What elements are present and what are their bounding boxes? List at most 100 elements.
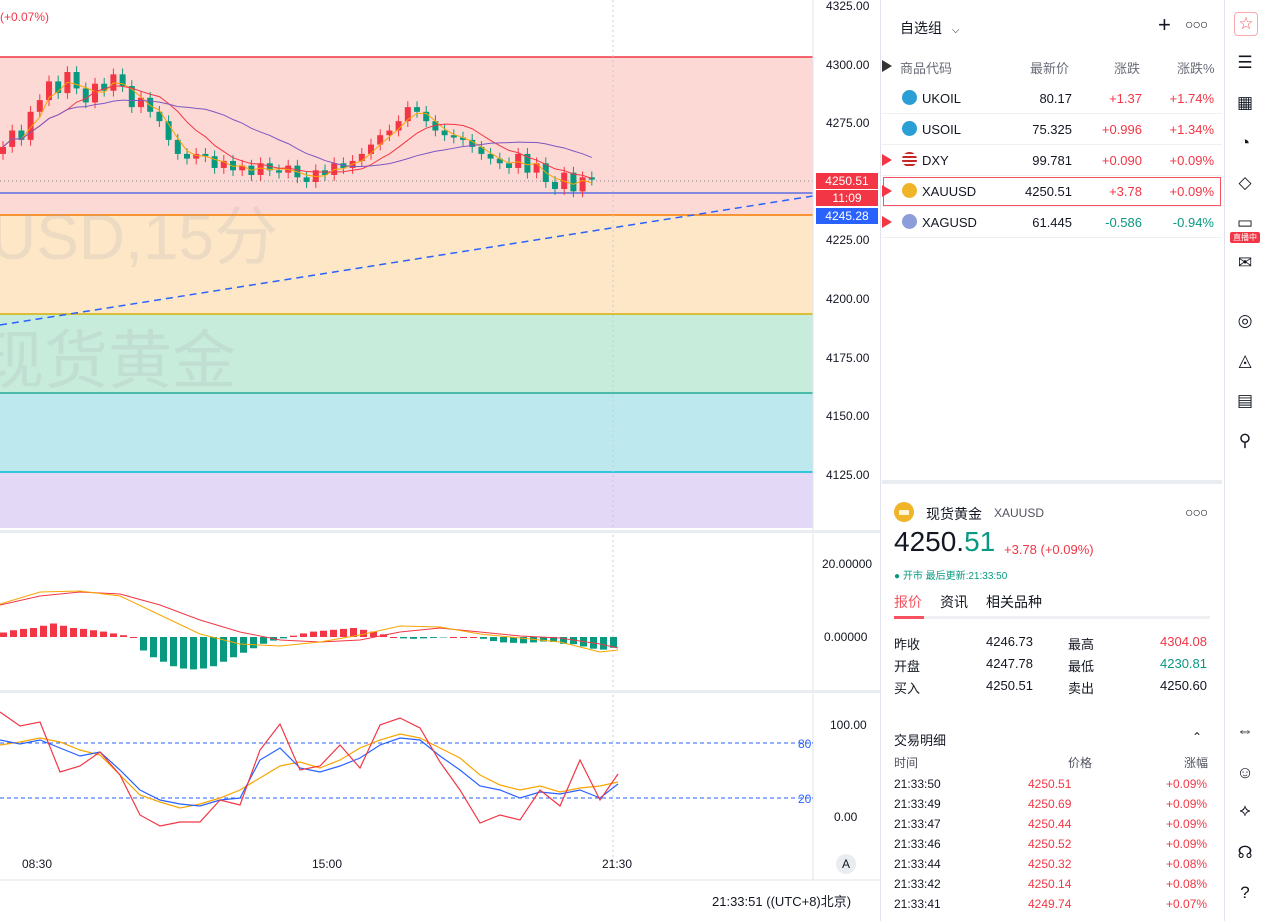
notes-icon[interactable]: ☰: [1237, 53, 1253, 72]
macd-histogram-bar: [390, 637, 397, 638]
trade-time: 21:33:50: [894, 777, 941, 791]
watchlist-panel: 自选组 ⌵ + ○○○ 商品代码 最新价 涨跌 涨跌% UKOIL 80.17 +1…: [882, 0, 1222, 480]
panel-splitter[interactable]: [882, 480, 1222, 484]
symbol-name[interactable]: 现货黄金: [926, 506, 982, 522]
auto-scale-button[interactable]: A: [836, 854, 856, 874]
stream-icon[interactable]: ▭: [1236, 213, 1254, 232]
timezone-button[interactable]: ((UTC+8)北京): [766, 894, 852, 909]
macd-histogram-bar: [520, 637, 527, 644]
stat-label: 昨收: [894, 637, 921, 652]
stoch-axis-label: 100.00: [830, 718, 867, 732]
candle: [487, 153, 494, 159]
candle: [469, 139, 476, 147]
tab-news[interactable]: 资讯: [940, 594, 968, 610]
macd-histogram-bar: [200, 637, 207, 669]
dom-icon[interactable]: ⇔: [1236, 721, 1254, 740]
support-icon[interactable]: ☺: [1236, 763, 1254, 782]
macd-histogram-bar: [610, 637, 617, 648]
right-toolbar: ☆ ☰ ▦ ◔ ◇ ▭ ✉ ◎ ◬ ▤ ⚲ ⇔ ☺ ⟡ ☊? 直播中: [1224, 0, 1264, 921]
flag-icon[interactable]: [882, 154, 892, 166]
candle: [303, 177, 310, 182]
candle: [239, 165, 246, 171]
macd-histogram-bar: [480, 637, 487, 639]
macd-histogram-bar: [330, 629, 337, 637]
watchlist-last: 61.445: [1032, 215, 1072, 230]
calendar-icon[interactable]: ▦: [1236, 93, 1254, 112]
watchlist-row[interactable]: XAUUSD 4250.51 +3.78 +0.09%: [882, 176, 1222, 207]
macd-histogram-bar: [350, 628, 357, 637]
watchlist-change: -0.586: [1105, 215, 1142, 230]
candle: [73, 72, 80, 89]
target-icon[interactable]: ◎: [1237, 311, 1253, 330]
gold-icon: [902, 183, 917, 198]
tab-quote[interactable]: 报价: [894, 594, 922, 610]
watchlist-title[interactable]: 自选组 ⌵: [900, 18, 959, 38]
price-axis-label: 4150.00: [826, 409, 870, 423]
candle: [515, 153, 522, 168]
education-icon[interactable]: ◬: [1238, 351, 1252, 370]
chat-icon[interactable]: ✉: [1237, 253, 1253, 272]
help-icon[interactable]: ?: [1240, 883, 1250, 902]
flag-icon[interactable]: [882, 60, 892, 72]
trade-price: 4250.52: [1028, 837, 1072, 851]
candle: [202, 153, 209, 157]
clock-display: 21:33:51 ((UTC+8)北京): [712, 891, 851, 910]
chart-canvas[interactable]: [0, 0, 880, 921]
alerts-icon[interactable]: ◔: [1239, 133, 1251, 152]
macd-histogram-bar: [370, 631, 377, 637]
column-change[interactable]: 涨跌: [1114, 61, 1141, 76]
column-change-pct[interactable]: 涨跌%: [1177, 61, 1215, 76]
stoch-level-80: 80: [798, 737, 812, 751]
column-symbol[interactable]: 商品代码: [900, 61, 953, 76]
macd-histogram-bar: [230, 637, 237, 658]
macd-histogram-bar: [50, 623, 57, 637]
candle: [358, 153, 365, 161]
macd-histogram-bar: [180, 637, 187, 669]
candle: [450, 135, 457, 138]
line-price-tag: 4245.28: [816, 208, 878, 224]
candle: [322, 170, 328, 175]
trade-time: 21:33:49: [894, 797, 941, 811]
macd-histogram-bar: [90, 630, 97, 637]
macd-histogram-bar: [570, 637, 577, 645]
flag-icon[interactable]: [882, 216, 892, 228]
macd-histogram-bar: [210, 637, 217, 667]
watchlist-row[interactable]: DXY 99.781 +0.090 +0.09%: [882, 145, 1222, 176]
handshake-icon[interactable]: ⟡: [1239, 801, 1251, 820]
panel-divider[interactable]: [880, 0, 881, 921]
chevron-up-icon[interactable]: ⌃: [1192, 730, 1203, 744]
watchlist-row[interactable]: XAGUSD 61.445 -0.586 -0.94%: [882, 207, 1222, 238]
column-last[interactable]: 最新价: [1030, 61, 1070, 76]
table-icon[interactable]: ▤: [1236, 391, 1254, 410]
symbol-ticker[interactable]: XAUUSD: [994, 506, 1045, 520]
watchlist-icon[interactable]: ☆: [1234, 12, 1258, 36]
macd-histogram-bar: [470, 637, 477, 638]
live-badge: 直播中: [1230, 232, 1260, 243]
headset-icon[interactable]: ☊: [1237, 843, 1253, 862]
trade-price: 4249.74: [1028, 897, 1072, 911]
candle: [432, 121, 439, 131]
flag-icon[interactable]: [882, 185, 892, 197]
macd-histogram-bar: [360, 629, 367, 637]
candle: [193, 153, 200, 159]
layers-icon[interactable]: ◇: [1238, 173, 1252, 192]
moving-average-line: [2, 99, 592, 168]
more-options-icon[interactable]: ○○○: [1185, 16, 1208, 32]
trades-col-pct: 涨幅: [1184, 756, 1209, 770]
more-options-icon[interactable]: ○○○: [1185, 504, 1208, 520]
watchlist-row[interactable]: USOIL 75.325 +0.996 +1.34%: [882, 114, 1222, 145]
trade-time: 21:33:41: [894, 897, 941, 911]
macd-histogram-bar: [0, 632, 7, 637]
macd-axis-label: 20.00000: [822, 557, 873, 571]
stat-label: 卖出: [1068, 681, 1095, 696]
time-axis-label: 21:30: [602, 857, 633, 871]
macd-histogram-bar: [60, 625, 67, 637]
trade-pct: +0.08%: [1166, 877, 1208, 891]
tab-related[interactable]: 相关品种: [986, 594, 1042, 610]
candle: [147, 97, 154, 112]
network-icon[interactable]: ⚲: [1238, 431, 1252, 450]
chart-area[interactable]: (+0.07%) USD,15分 现货黄金 4325.00 4300.00 4275…: [0, 0, 880, 921]
add-symbol-icon[interactable]: +: [1158, 12, 1171, 37]
watchlist-row[interactable]: UKOIL 80.17 +1.37 +1.74%: [882, 83, 1222, 114]
watchlist-last: 99.781: [1032, 153, 1072, 168]
